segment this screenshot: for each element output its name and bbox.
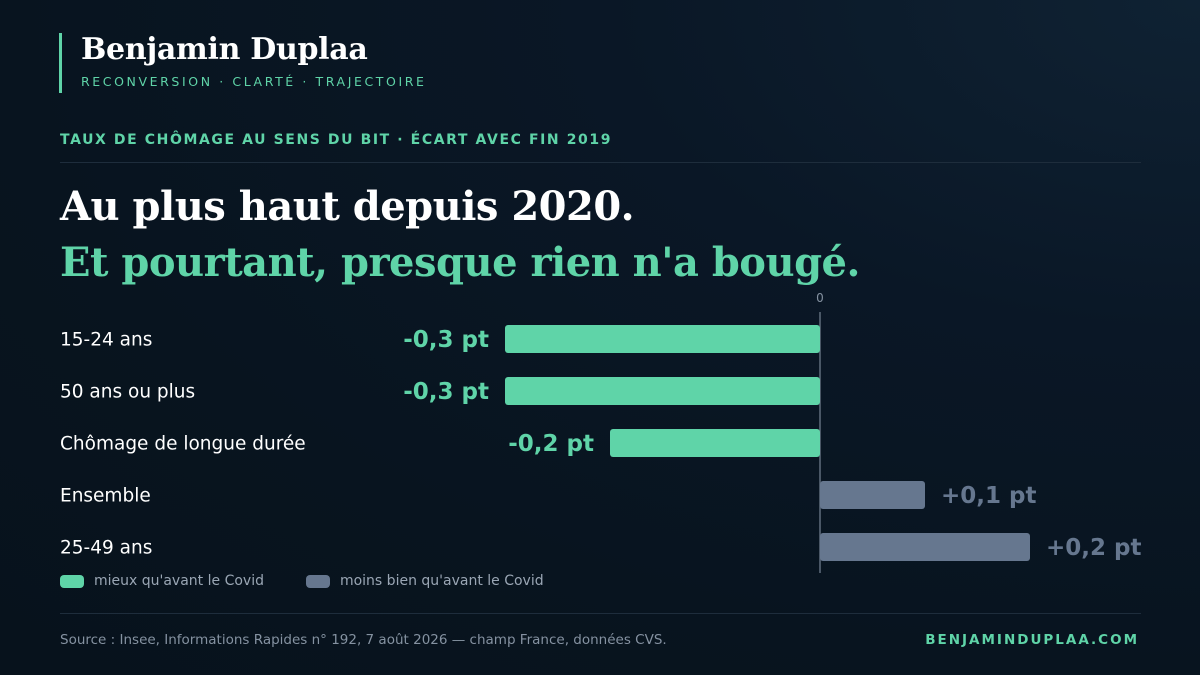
value-label: -0,3 pt bbox=[403, 327, 489, 353]
bar bbox=[505, 377, 820, 405]
legend-item-better: mieux qu'avant le Covid bbox=[60, 573, 264, 589]
value-label: -0,2 pt bbox=[508, 431, 594, 457]
brand-block: Benjamin Duplaa RECONVERSION · CLARTÉ · … bbox=[59, 33, 427, 93]
category-label: 25-49 ans bbox=[60, 538, 152, 559]
category-label: 15-24 ans bbox=[60, 330, 152, 351]
category-label: Ensemble bbox=[60, 486, 151, 507]
headline-line-2: Et pourtant, presque rien n'a bougé. bbox=[60, 239, 860, 286]
category-label: Chômage de longue durée bbox=[60, 434, 306, 455]
footer-site-link[interactable]: BENJAMINDUPLAA.COM bbox=[925, 632, 1139, 648]
category-label: 50 ans ou plus bbox=[60, 382, 195, 403]
bar bbox=[820, 533, 1030, 561]
value-label: +0,1 pt bbox=[941, 483, 1036, 509]
legend: mieux qu'avant le Covid moins bien qu'av… bbox=[60, 573, 586, 589]
bar bbox=[820, 481, 925, 509]
chart-kicker: TAUX DE CHÔMAGE AU SENS DU BIT · ÉCART A… bbox=[60, 132, 613, 148]
brand-tagline: RECONVERSION · CLARTÉ · TRAJECTOIRE bbox=[81, 74, 427, 89]
footer-source: Source : Insee, Informations Rapides n° … bbox=[60, 632, 667, 648]
legend-label-worse: moins bien qu'avant le Covid bbox=[339, 573, 544, 589]
brand-name: Benjamin Duplaa bbox=[81, 32, 368, 67]
legend-swatch-worse bbox=[305, 574, 330, 588]
legend-label-better: mieux qu'avant le Covid bbox=[94, 573, 264, 589]
value-label: -0,3 pt bbox=[403, 379, 489, 405]
top-divider bbox=[60, 162, 1141, 163]
bar bbox=[610, 429, 820, 457]
legend-swatch-better bbox=[60, 574, 84, 588]
headline: Au plus haut depuis 2020. Et pourtant, p… bbox=[60, 180, 860, 290]
zero-axis-tick-label: 0 bbox=[816, 291, 824, 305]
headline-line-1: Au plus haut depuis 2020. bbox=[60, 183, 635, 230]
legend-item-worse: moins bien qu'avant le Covid bbox=[305, 573, 544, 589]
bar bbox=[505, 325, 820, 353]
bottom-divider bbox=[60, 613, 1141, 614]
value-label: +0,2 pt bbox=[1046, 535, 1141, 561]
